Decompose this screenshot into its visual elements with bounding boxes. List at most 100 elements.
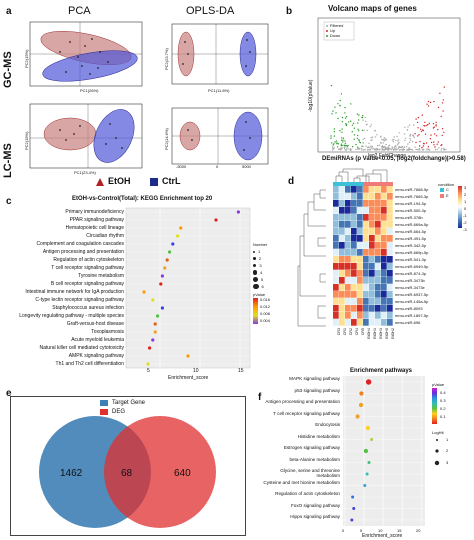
kegg-dot: [160, 306, 164, 310]
kegg-dot: [171, 242, 175, 246]
heatmap-cell: [375, 270, 381, 277]
volcano-point: [363, 137, 366, 140]
volcano-point: [443, 149, 445, 151]
enrich-size-2: 2: [446, 448, 449, 453]
heatmap-row-label: mmu-miR-664-5p: [395, 229, 427, 234]
heatmap-cell: [387, 277, 393, 284]
heatmap-cell: [333, 235, 339, 242]
kegg-dot: [148, 346, 152, 350]
heatmap-cell: [363, 186, 369, 193]
volcano-point: [416, 121, 419, 124]
volcano-ylabel: -log10(pValue): [308, 79, 314, 112]
heatmap-cell: [333, 193, 339, 200]
panel-f-label: f: [258, 392, 262, 403]
venn-diagram: [39, 416, 216, 528]
volcano-point: [350, 103, 352, 105]
heatmap-cell: [363, 284, 369, 291]
kegg-dot: [159, 282, 163, 286]
panel-a-label: a: [6, 6, 12, 17]
heatmap-cell: [357, 298, 363, 305]
heatmap-row-label: mmu-miR-8093: [395, 306, 423, 311]
volcano-point: [330, 84, 333, 87]
volcano-point: [369, 149, 372, 151]
volcano-point: [331, 142, 333, 144]
volcano-point: [384, 148, 387, 150]
volcano-point: [407, 143, 409, 145]
gc-ms-row-title: GC-MS: [2, 51, 14, 88]
heatmap-row-label: mmu-miR-3473e: [395, 285, 425, 290]
volcano-point: [345, 116, 348, 118]
heatmap-cell: [369, 221, 375, 228]
heatmap-cell: [333, 200, 339, 207]
kegg-xlabel: Enrichment_score: [168, 375, 209, 381]
volcano-point: [378, 144, 381, 146]
heatmap-dendrogram: [297, 189, 326, 327]
heatmap-cell: [351, 186, 357, 193]
gc-opls-plot: [171, 23, 269, 85]
volcano-point: [385, 143, 387, 146]
heatmap-cell: [375, 291, 381, 298]
volcano-point: [397, 140, 399, 142]
enrich-size-1: 1: [446, 437, 449, 442]
heatmap-cell: [333, 221, 339, 228]
kegg-color-legend-title: pValue: [253, 292, 266, 297]
kegg-dot: [186, 354, 190, 358]
volcano-point: [333, 131, 336, 133]
volcano-point: [351, 146, 354, 148]
volcano-point: [433, 126, 435, 128]
heatmap-cell: [363, 298, 369, 305]
heatmap-cell: [381, 207, 387, 214]
volcano-point: [351, 131, 353, 133]
heatmap-cell: [363, 277, 369, 284]
condition-bar-e: [363, 182, 393, 186]
heatmap-cell: [387, 305, 393, 312]
volcano-point: [417, 135, 419, 137]
volcano-point: [340, 143, 343, 145]
volcano-point: [419, 128, 422, 130]
heatmap-cell: [375, 186, 381, 193]
volcano-point: [357, 134, 359, 137]
heatmap-cell: [375, 242, 381, 249]
enrich-dotplot: [343, 376, 425, 526]
heatmap-scale-0: 0: [464, 206, 467, 211]
volcano-point: [434, 148, 437, 151]
volcano-point: [388, 145, 390, 147]
volcano-point: [334, 106, 336, 108]
heatmap-cell: [345, 186, 351, 193]
heatmap-row-label: mmu-miR-874-3p: [395, 271, 427, 276]
heatmap-cell: [339, 249, 345, 256]
heatmap-cell: [357, 228, 363, 235]
enrich-pathway-label: Cysteine and met hionine metabolism: [263, 479, 340, 485]
heatmap-cell: [333, 312, 339, 319]
heatmap-col-label: CR3: [337, 328, 341, 336]
kegg-xtick-5: 5: [147, 368, 150, 374]
heatmap-cell: [369, 235, 375, 242]
kegg-size-dot: [253, 257, 256, 260]
volcano-point: [344, 112, 346, 114]
volcano-plot: [317, 17, 461, 153]
volcano-point: [440, 144, 442, 147]
enrich-dot: [363, 448, 369, 454]
enrich-color-legend-3: 0.2: [440, 406, 446, 411]
volcano-point: [426, 124, 428, 127]
heatmap-cell: [357, 214, 363, 221]
kegg-pathway-label: Antigen processing and presentation: [42, 249, 124, 255]
volcano-point: [433, 144, 435, 146]
enrich-size-legend-title: LogHit: [432, 430, 444, 435]
kegg-pathway-label: AMPK signaling pathway: [68, 353, 124, 359]
volcano-point: [333, 147, 335, 149]
ctrl-legend-marker: [150, 178, 158, 186]
heatmap-cell: [357, 235, 363, 242]
volcano-point: [412, 149, 414, 151]
kegg-pathway-label: Intestinal immune network for IgA produc…: [25, 289, 124, 295]
heatmap-cell: [345, 319, 351, 326]
heatmap-cell: [351, 242, 357, 249]
volcano-point: [344, 149, 347, 151]
volcano-point: [440, 115, 442, 118]
heatmap-cell: [357, 284, 363, 291]
heatmap-cell: [345, 200, 351, 207]
volcano-point: [430, 141, 433, 144]
heatmap-cell: [369, 277, 375, 284]
volcano-point: [356, 137, 358, 140]
volcano-point: [435, 124, 437, 126]
